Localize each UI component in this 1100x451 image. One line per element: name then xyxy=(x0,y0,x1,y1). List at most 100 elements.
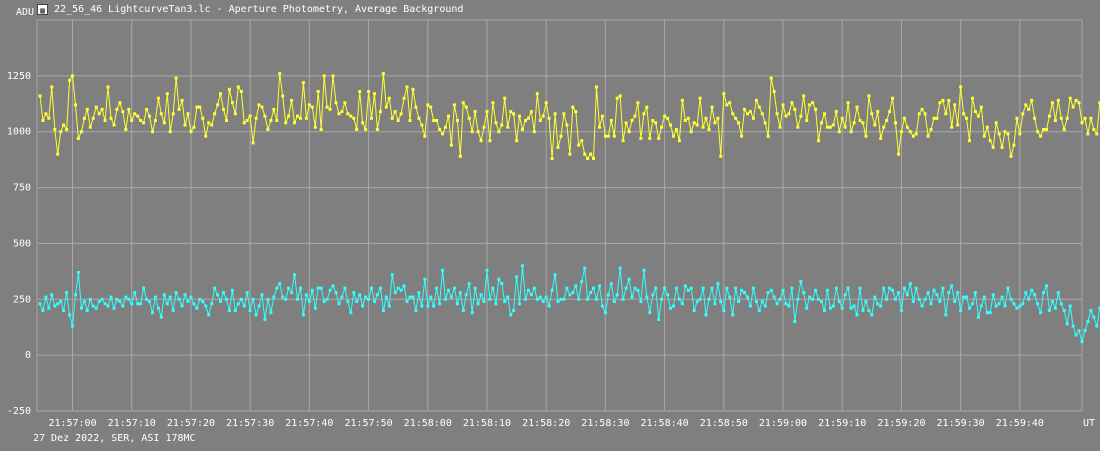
data-point xyxy=(1024,291,1028,295)
data-point xyxy=(343,286,347,290)
data-point xyxy=(189,295,193,299)
data-point xyxy=(233,309,237,312)
data-point xyxy=(254,313,258,317)
data-point xyxy=(820,121,823,125)
data-point xyxy=(1071,105,1075,109)
data-point xyxy=(133,112,137,116)
data-point xyxy=(677,297,681,301)
data-point xyxy=(387,304,391,308)
data-point xyxy=(429,105,433,109)
data-point xyxy=(710,286,714,290)
data-point xyxy=(328,288,332,292)
data-point xyxy=(1018,304,1022,308)
data-point xyxy=(195,306,199,310)
data-point xyxy=(109,116,113,120)
series-0 xyxy=(38,72,1100,161)
data-point xyxy=(1080,340,1084,344)
data-point xyxy=(210,302,214,306)
data-point xyxy=(1024,103,1028,107)
series-1 xyxy=(38,264,1100,344)
data-point xyxy=(861,121,865,125)
data-point xyxy=(213,286,217,290)
data-point xyxy=(991,145,995,149)
data-point xyxy=(1074,98,1078,102)
data-point xyxy=(180,98,184,102)
data-point xyxy=(956,123,960,127)
data-point xyxy=(790,286,794,290)
data-point xyxy=(127,297,131,301)
data-point xyxy=(370,286,373,290)
data-point xyxy=(831,304,835,308)
data-point xyxy=(1000,295,1004,299)
data-point xyxy=(47,116,51,120)
data-point xyxy=(867,94,871,98)
data-point xyxy=(307,103,311,107)
data-point xyxy=(207,313,211,317)
data-point xyxy=(858,286,862,290)
data-point xyxy=(944,112,948,116)
data-point xyxy=(1030,288,1034,292)
data-point xyxy=(103,302,107,306)
data-point xyxy=(225,297,228,301)
data-point xyxy=(698,96,702,100)
data-point xyxy=(757,105,761,109)
data-point xyxy=(574,284,578,288)
data-point xyxy=(384,295,388,299)
data-point xyxy=(707,297,711,301)
data-point xyxy=(772,90,776,93)
data-point xyxy=(136,302,140,306)
data-point xyxy=(473,286,477,290)
data-point xyxy=(692,309,696,312)
data-point xyxy=(420,304,424,308)
data-point xyxy=(393,291,397,295)
data-point xyxy=(630,119,634,122)
data-point xyxy=(609,282,613,286)
data-point xyxy=(524,119,527,122)
lightcurve-app-icon[interactable]: ▦ xyxy=(37,3,48,15)
data-point xyxy=(210,123,214,127)
data-point xyxy=(444,297,447,301)
data-point xyxy=(56,302,60,306)
data-point xyxy=(899,130,903,134)
data-point xyxy=(837,130,841,134)
data-point xyxy=(1015,306,1019,310)
data-point xyxy=(926,134,930,138)
data-point xyxy=(1056,291,1060,295)
data-point xyxy=(571,291,575,295)
data-point xyxy=(905,125,909,129)
data-point xyxy=(174,291,178,295)
data-point xyxy=(476,302,480,306)
data-point xyxy=(310,105,314,109)
data-point xyxy=(532,286,536,290)
data-point xyxy=(444,125,447,129)
data-point xyxy=(402,96,406,100)
data-point xyxy=(257,103,261,107)
data-point xyxy=(973,291,977,295)
data-point xyxy=(88,125,92,129)
data-point xyxy=(230,288,234,292)
data-point xyxy=(660,125,664,129)
data-point xyxy=(266,128,270,131)
data-point xyxy=(704,313,708,317)
y-tick-label: 0 xyxy=(25,350,31,361)
data-point xyxy=(586,297,590,301)
data-point xyxy=(165,92,169,96)
data-point xyxy=(885,297,889,301)
data-point xyxy=(926,291,930,295)
data-point xyxy=(985,125,989,129)
data-point xyxy=(914,286,918,290)
data-point xyxy=(991,293,995,297)
data-point xyxy=(198,297,202,301)
data-point xyxy=(76,271,80,274)
data-point xyxy=(121,304,125,308)
data-point xyxy=(971,302,974,306)
data-point xyxy=(861,309,865,312)
data-point xyxy=(263,114,267,118)
data-point xyxy=(375,128,379,131)
data-point xyxy=(820,300,823,303)
data-point xyxy=(301,313,305,317)
data-point xyxy=(497,130,501,134)
data-point xyxy=(485,110,489,114)
data-point xyxy=(666,116,670,120)
data-point xyxy=(494,121,498,125)
